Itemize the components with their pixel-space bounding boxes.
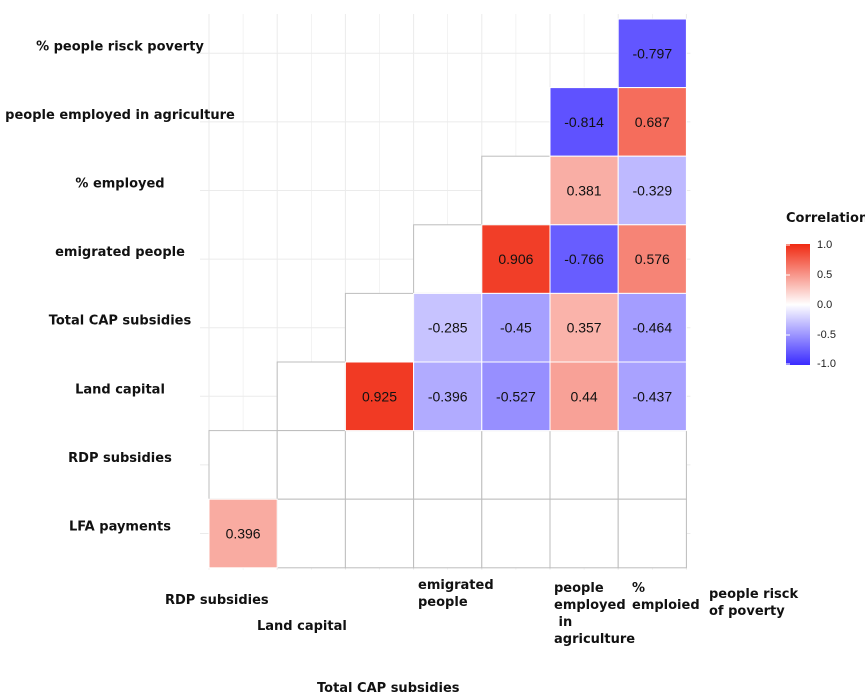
empty-cell bbox=[549, 498, 619, 569]
empty-cell bbox=[276, 361, 346, 432]
row-label: % employed bbox=[75, 177, 164, 192]
heatmap-cell bbox=[617, 292, 687, 363]
empty-cell bbox=[413, 498, 483, 569]
cell-value-label: 0.396 bbox=[226, 526, 261, 542]
row-label: LFA payments bbox=[69, 520, 171, 535]
cell-value-label: 0.44 bbox=[570, 388, 597, 404]
empty-cell bbox=[413, 430, 483, 500]
cell-value-label: -0.396 bbox=[428, 388, 468, 404]
heatmap-cell bbox=[208, 498, 278, 569]
cell-value-label: 0.687 bbox=[635, 114, 670, 130]
legend-tick-label: 0.0 bbox=[817, 299, 832, 311]
row-labels: % people risck poverty people employed in… bbox=[5, 39, 235, 534]
heatmap-cell bbox=[413, 292, 483, 363]
empty-cell bbox=[481, 498, 551, 569]
column-label: Total CAP subsidies bbox=[317, 681, 460, 695]
heatmap-cell bbox=[617, 87, 687, 157]
cell-value-label: -0.527 bbox=[496, 388, 536, 404]
heatmap-cell bbox=[481, 224, 551, 294]
cell-value-label: 0.576 bbox=[635, 251, 670, 267]
cell-value-label: 0.906 bbox=[498, 251, 533, 267]
empty-cell bbox=[344, 430, 415, 500]
cell-value-label: -0.797 bbox=[632, 45, 672, 61]
legend-title: Correlation bbox=[786, 211, 865, 226]
legend-tick-label: -0.5 bbox=[817, 329, 836, 341]
row-label: % people risck poverty bbox=[36, 39, 204, 54]
row-label: Land capital bbox=[75, 382, 165, 397]
heatmap-cell bbox=[549, 87, 619, 157]
cell-value-label: -0.329 bbox=[632, 183, 672, 199]
empty-cell bbox=[208, 430, 278, 500]
cell-value-label: -0.814 bbox=[564, 114, 604, 130]
heatmap-cell bbox=[617, 361, 687, 432]
column-label: people employed in agriculture bbox=[554, 581, 635, 647]
column-label: % emploied bbox=[632, 581, 700, 613]
heatmap-cell bbox=[549, 361, 619, 432]
cell-value-label: 0.381 bbox=[567, 183, 602, 199]
row-label: RDP subsidies bbox=[68, 451, 172, 466]
legend: Correlation 1.0 0.5 0.0 -0.5 -1.0 bbox=[786, 211, 865, 370]
legend-tick-label: 0.5 bbox=[817, 269, 832, 281]
empty-cell bbox=[549, 430, 619, 500]
heatmap-cells: -0.797 -0.814 0.687 0.381 -0.329 0.906 -0.766 0… bbox=[208, 18, 687, 569]
empty-cell bbox=[413, 224, 483, 294]
empty-cell bbox=[276, 498, 346, 569]
row-label: emigrated people bbox=[55, 245, 185, 260]
empty-cell bbox=[617, 498, 687, 569]
empty-cell bbox=[481, 430, 551, 500]
cell-value-label: -0.464 bbox=[632, 320, 672, 336]
heatmap-cell bbox=[617, 18, 687, 89]
legend-tick-label: -1.0 bbox=[817, 358, 836, 370]
column-label: emigrated people bbox=[418, 578, 494, 610]
empty-cell bbox=[276, 430, 346, 500]
empty-cell bbox=[617, 430, 687, 500]
empty-cell bbox=[481, 155, 551, 226]
empty-cell bbox=[344, 292, 415, 363]
column-label: RDP subsidies bbox=[165, 593, 269, 608]
column-labels: RDP subsidies Land capital Total CAP subsi… bbox=[165, 578, 798, 695]
cell-value-label: 0.925 bbox=[362, 388, 397, 404]
cell-value-label: -0.437 bbox=[632, 388, 672, 404]
heatmap-cell bbox=[549, 224, 619, 294]
row-label: people employed in agriculture bbox=[5, 108, 235, 123]
row-label: Total CAP subsidies bbox=[49, 314, 192, 329]
column-label: Land capital bbox=[257, 619, 347, 634]
cell-value-label: -0.45 bbox=[500, 320, 532, 336]
heatmap-cell bbox=[344, 361, 415, 432]
empty-cell bbox=[344, 498, 415, 569]
heatmap-cell bbox=[481, 361, 551, 432]
column-label: people risck of poverty bbox=[709, 587, 798, 619]
cell-value-label: -0.766 bbox=[564, 251, 604, 267]
heatmap-cell bbox=[413, 361, 483, 432]
cell-value-label: 0.357 bbox=[567, 320, 602, 336]
legend-tick-label: 1.0 bbox=[817, 239, 832, 251]
cell-value-label: -0.285 bbox=[428, 320, 468, 336]
